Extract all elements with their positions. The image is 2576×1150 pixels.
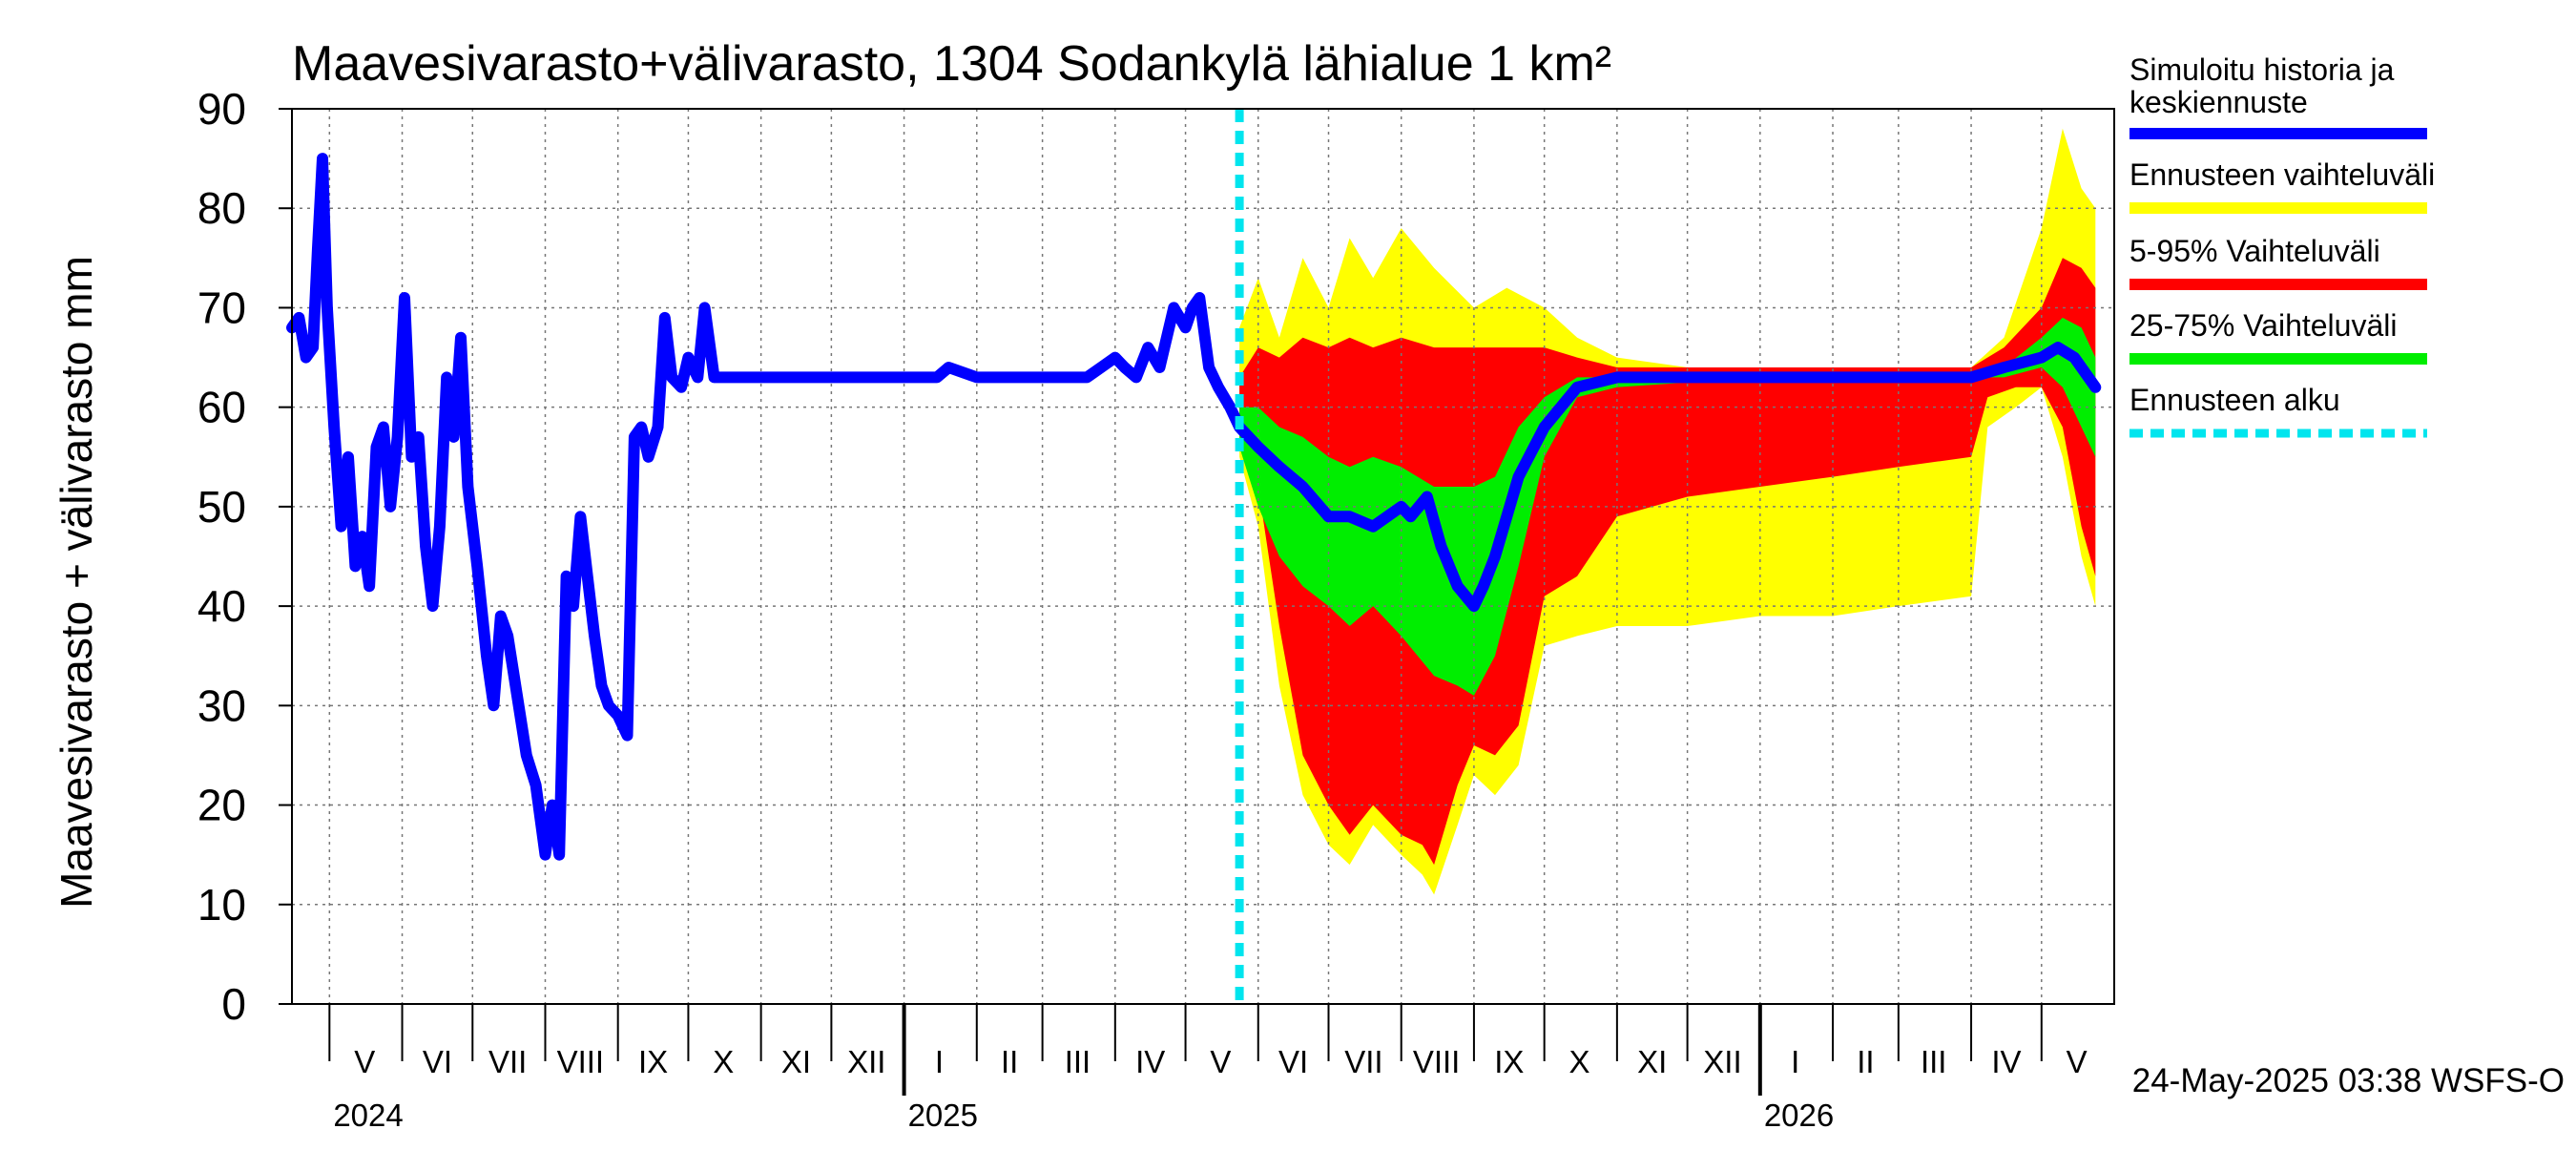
legend-label: Ennusteen vaihteluväli — [2129, 157, 2435, 192]
legend-label: 25-75% Vaihteluväli — [2129, 308, 2397, 343]
y-tick-label: 40 — [197, 581, 246, 631]
y-tick-label: 70 — [197, 282, 246, 332]
x-month-label: XII — [1703, 1044, 1741, 1079]
x-month-label: V — [1210, 1044, 1231, 1079]
legend-label: Ennusteen alku — [2129, 383, 2340, 417]
x-month-label: VIII — [557, 1044, 605, 1079]
legend-label: 5-95% Vaihteluväli — [2129, 234, 2380, 268]
x-year-label: 2024 — [333, 1098, 403, 1133]
chart-title: Maavesivarasto+välivarasto, 1304 Sodanky… — [292, 36, 1611, 92]
x-month-label: VI — [1278, 1044, 1308, 1079]
y-tick-label: 60 — [197, 383, 246, 432]
x-month-label: X — [1569, 1044, 1590, 1079]
x-month-label: II — [1001, 1044, 1018, 1079]
x-month-label: XI — [781, 1044, 811, 1079]
x-month-label: II — [1857, 1044, 1874, 1079]
x-month-label: X — [713, 1044, 734, 1079]
band-5-95-vaihteluv-li — [1239, 258, 2096, 866]
x-month-label: XI — [1637, 1044, 1667, 1079]
x-month-label: IV — [1135, 1044, 1165, 1079]
x-month-label: VII — [488, 1044, 527, 1079]
x-month-label: XII — [847, 1044, 885, 1079]
x-month-label: IV — [1991, 1044, 2021, 1079]
x-month-label: VII — [1344, 1044, 1382, 1079]
x-month-label: III — [1065, 1044, 1091, 1079]
series-line-main — [286, 153, 2102, 861]
y-axis-label: Maavesivarasto + välivarasto mm — [52, 256, 101, 909]
band-25-75-vaihteluv-li — [1239, 317, 2096, 696]
legend-label: Simuloitu historia ja keskiennuste — [2129, 52, 2395, 119]
x-month-label: I — [1791, 1044, 1799, 1079]
x-month-label: IX — [638, 1044, 668, 1079]
y-tick-label: 50 — [197, 482, 246, 532]
y-tick-label: 80 — [197, 183, 246, 233]
y-tick-label: 90 — [197, 84, 246, 134]
x-month-label: I — [935, 1044, 944, 1079]
y-tick-label: 0 — [221, 979, 246, 1029]
footer-timestamp: 24-May-2025 03:38 WSFS-O — [2132, 1062, 2565, 1099]
x-year-label: 2026 — [1764, 1098, 1834, 1133]
y-tick-label: 10 — [197, 880, 246, 930]
y-tick-label: 30 — [197, 680, 246, 730]
y-tick-label: 20 — [197, 781, 246, 830]
x-month-label: V — [354, 1044, 375, 1079]
x-month-label: VIII — [1413, 1044, 1461, 1079]
plot-frame — [291, 108, 2115, 1005]
x-month-label: V — [2067, 1044, 2088, 1079]
x-month-label: IX — [1494, 1044, 1524, 1079]
x-year-label: 2025 — [908, 1098, 978, 1133]
x-month-label: VI — [423, 1044, 452, 1079]
x-month-label: III — [1921, 1044, 1947, 1079]
